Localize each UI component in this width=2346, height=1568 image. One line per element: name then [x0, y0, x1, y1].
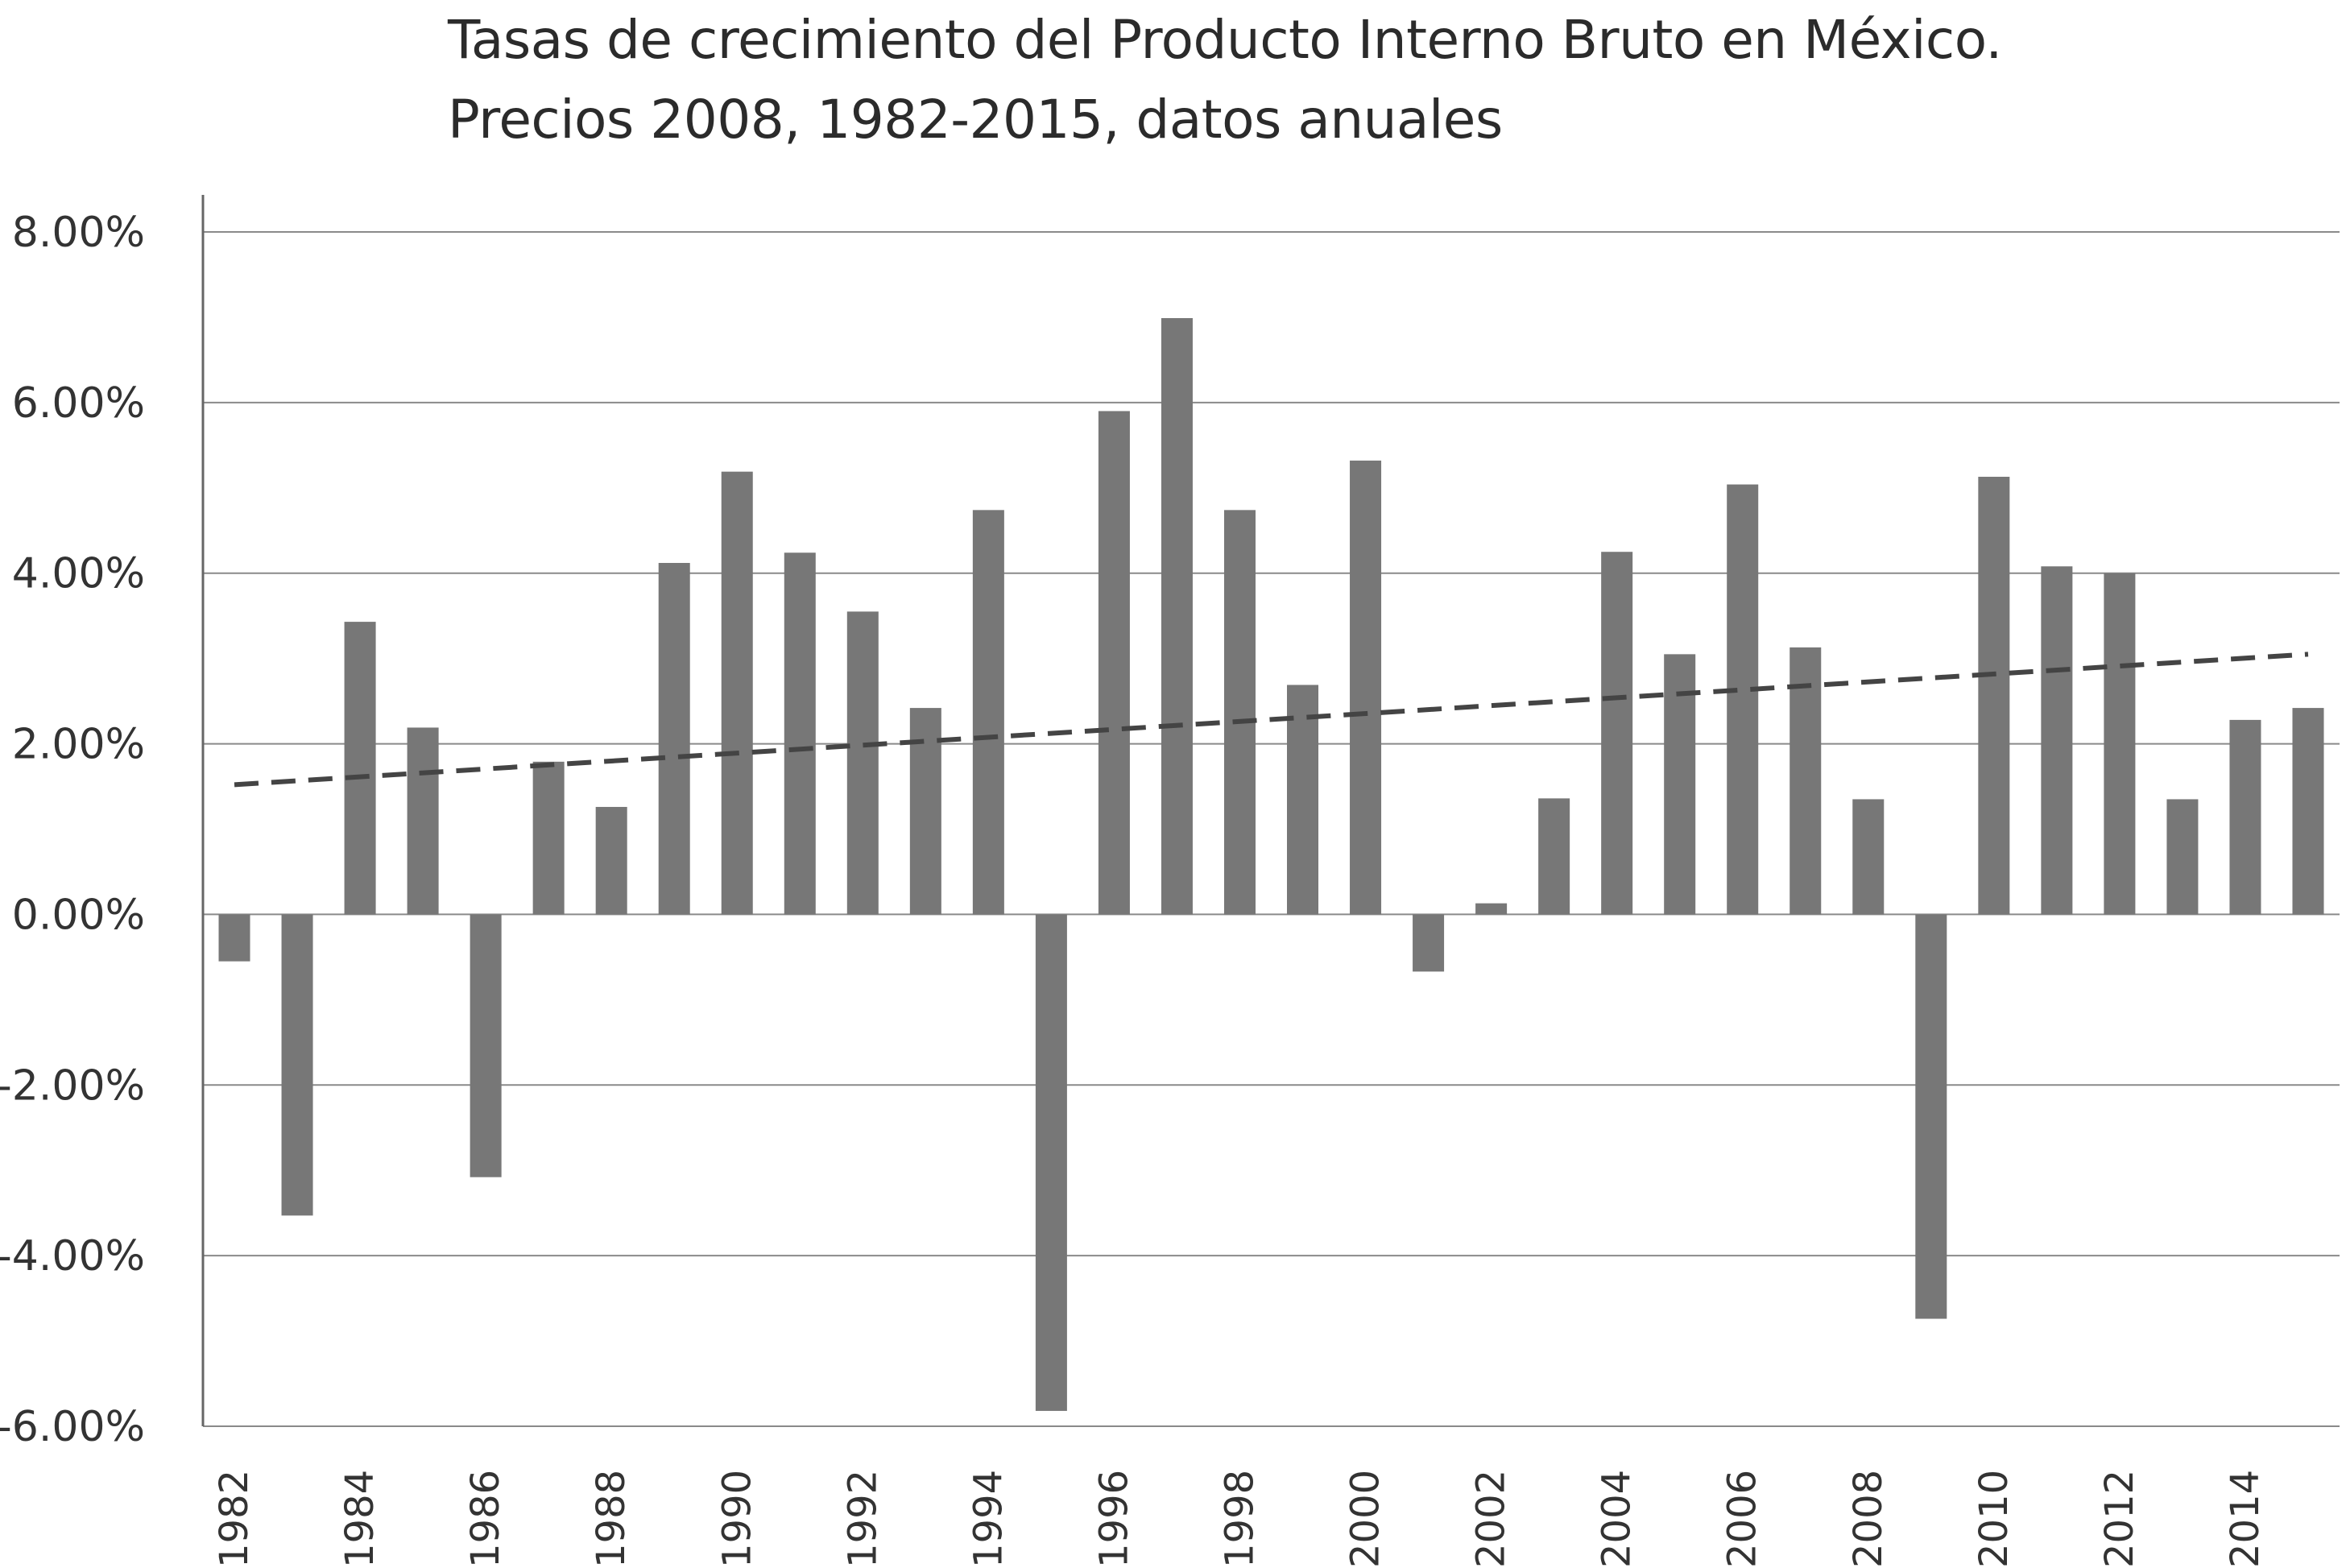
bar-1986: [470, 914, 502, 1177]
bar-1998: [1224, 510, 1256, 914]
bar-1988: [596, 807, 627, 914]
bar-2009: [1915, 914, 1947, 1318]
bar-1991: [784, 552, 816, 914]
x-tick-label: 2010: [1972, 1470, 2017, 1568]
bar-2000: [1350, 461, 1381, 915]
bar-2003: [1538, 798, 1570, 914]
bars: [219, 318, 2324, 1411]
bar-1982: [219, 914, 250, 961]
bar-2001: [1413, 914, 1444, 971]
bar-1993: [910, 708, 941, 914]
y-tick-labels: 8.00% 6.00% 4.00% 2.00% 0.00% -2.00% -4.00% -6.…: [0, 209, 145, 1451]
bar-1994: [973, 510, 1004, 914]
y-tick-label: -4.00%: [0, 1232, 145, 1280]
bar-1987: [533, 762, 565, 915]
y-tick-label: -6.00%: [0, 1403, 145, 1451]
bar-1997: [1161, 318, 1193, 914]
bar-1983: [282, 914, 313, 1215]
x-tick-label: 1982: [212, 1470, 257, 1568]
x-tick-label: 1994: [966, 1470, 1011, 1568]
bar-2014: [2229, 720, 2261, 915]
x-tick-label: 2014: [2223, 1470, 2268, 1568]
x-tick-label: 1988: [589, 1470, 634, 1568]
bar-1990: [722, 472, 753, 915]
x-tick-labels: 1982 1984 1986 1988 1990 1992 1994 1996 1998 2000…: [212, 1470, 2268, 1568]
y-tick-label: -2.00%: [0, 1061, 145, 1110]
bar-1996: [1099, 411, 1130, 914]
x-tick-label: 2002: [1469, 1470, 1514, 1568]
x-tick-label: 1998: [1217, 1470, 1262, 1568]
bar-2004: [1601, 552, 1632, 914]
x-tick-label: 2008: [1846, 1470, 1891, 1568]
x-tick-label: 1984: [337, 1470, 383, 1568]
y-tick-label: 0.00%: [12, 891, 145, 939]
x-tick-label: 2006: [1720, 1470, 1765, 1568]
bar-2010: [1978, 477, 2009, 914]
bar-2006: [1727, 485, 1758, 915]
x-tick-label: 1992: [840, 1470, 885, 1568]
x-tick-label: 2012: [2097, 1470, 2142, 1568]
bar-2011: [2041, 566, 2072, 914]
bar-1992: [847, 611, 879, 914]
x-tick-label: 1986: [463, 1470, 508, 1568]
bar-1995: [1036, 914, 1067, 1411]
bar-1985: [408, 727, 439, 914]
y-tick-label: 2.00%: [12, 721, 145, 769]
y-tick-label: 8.00%: [12, 209, 145, 257]
y-tick-label: 6.00%: [12, 379, 145, 428]
x-tick-label: 2004: [1595, 1470, 1640, 1568]
bar-1984: [345, 622, 376, 914]
bar-2013: [2166, 799, 2198, 914]
bar-2015: [2292, 708, 2323, 914]
bar-1989: [659, 563, 690, 914]
x-tick-label: 1990: [714, 1470, 759, 1568]
bar-2012: [2104, 573, 2135, 915]
gridlines: [203, 232, 2340, 1426]
bar-2002: [1475, 904, 1507, 915]
y-tick-label: 4.00%: [12, 550, 145, 598]
bar-2008: [1852, 799, 1884, 914]
x-tick-label: 2000: [1343, 1470, 1388, 1568]
x-tick-label: 1996: [1091, 1470, 1136, 1568]
